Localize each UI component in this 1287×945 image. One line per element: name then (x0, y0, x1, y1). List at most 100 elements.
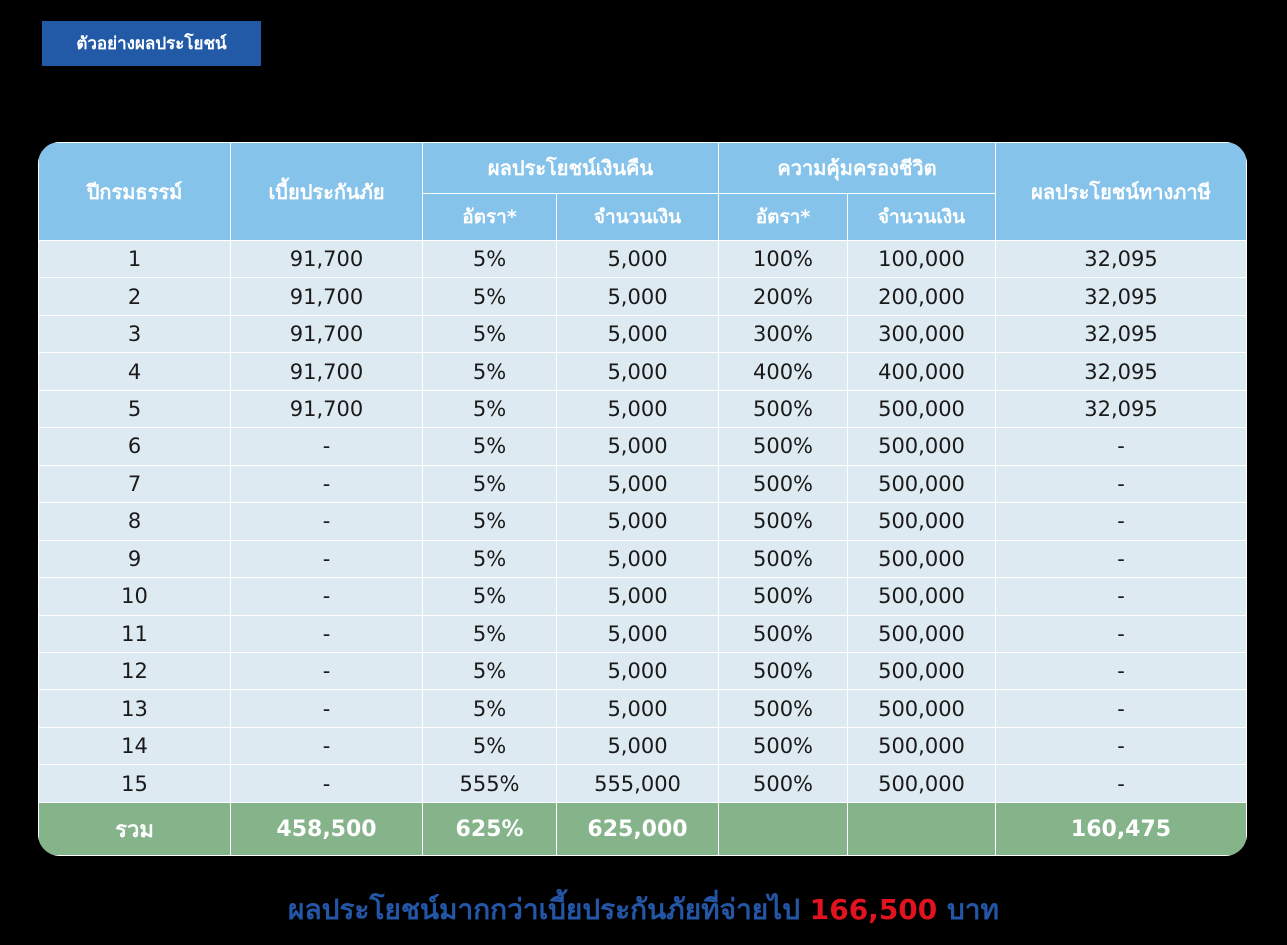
total-row: รวม 458,500 625% 625,000 160,475 (38, 802, 1247, 856)
header-policy-year: ปีกรมธรรม์ (38, 142, 231, 241)
cell-cash-back-rate: 5% (422, 389, 557, 429)
cell-policy-year: 9 (38, 539, 231, 579)
cell-tax-benefit: 32,095 (995, 314, 1247, 354)
cell-life-cover-rate: 300% (718, 314, 848, 354)
cell-premium: - (230, 502, 423, 541)
cell-tax-benefit: - (995, 651, 1247, 691)
cell-premium: 91,700 (230, 314, 423, 354)
total-cash-back-rate: 625% (422, 802, 557, 856)
cell-policy-year: 8 (38, 502, 231, 541)
cell-life-cover-amount: 400,000 (847, 352, 996, 391)
cell-premium: - (230, 764, 423, 803)
header-cash-back-rate: อัตรา* (422, 193, 557, 241)
cell-premium: - (230, 689, 423, 728)
header-premium: เบี้ยประกันภัย (230, 142, 423, 241)
summary-note: ผลประโยชน์มากกว่าเบี้ยประกันภัยที่จ่ายไป… (0, 888, 1287, 932)
header-cash-back-amount: จำนวนเงิน (556, 193, 719, 241)
cell-cash-back-rate: 5% (422, 651, 557, 691)
cell-policy-year: 10 (38, 577, 231, 616)
table-row: 8-5% 5,000 500% 500,000- (38, 502, 1247, 541)
table-body: 1 91,700 5% 5,000 100% 100,000 32,095 2 91,700 5%… (38, 239, 1247, 803)
cell-life-cover-amount: 500,000 (847, 614, 996, 653)
header-life-cover-amount: จำนวนเงิน (847, 193, 996, 241)
cell-premium: - (230, 577, 423, 616)
cell-premium: - (230, 539, 423, 579)
cell-cash-back-amount: 555,000 (556, 764, 719, 803)
cell-premium: 91,700 (230, 389, 423, 429)
table-row: 4 91,700 5% 5,000 400% 400,000 32,095 (38, 352, 1247, 391)
header-cash-back: ผลประโยชน์เงินคืน (422, 142, 719, 194)
cell-policy-year: 3 (38, 314, 231, 354)
cell-life-cover-amount: 100,000 (847, 239, 996, 279)
table-row: 3 91,700 5% 5,000 300% 300,000 32,095 (38, 314, 1247, 354)
cell-premium: - (230, 614, 423, 653)
cell-policy-year: 5 (38, 389, 231, 429)
cell-life-cover-amount: 500,000 (847, 651, 996, 691)
cell-cash-back-amount: 5,000 (556, 389, 719, 429)
cell-policy-year: 13 (38, 689, 231, 728)
cell-life-cover-rate: 500% (718, 614, 848, 653)
cell-policy-year: 6 (38, 427, 231, 466)
header-life-cover-rate: อัตรา* (718, 193, 848, 241)
table-row: 7-5% 5,000 500% 500,000- (38, 464, 1247, 504)
cell-policy-year: 12 (38, 651, 231, 691)
cell-cash-back-amount: 5,000 (556, 651, 719, 691)
benefit-table: ปีกรมธรรม์ เบี้ยประกันภัย ผลประโยชน์เงิน… (38, 142, 1247, 856)
cell-tax-benefit: - (995, 502, 1247, 541)
table-row: 5 91,700 5% 5,000 500% 500,000 32,095 (38, 389, 1247, 429)
cell-cash-back-amount: 5,000 (556, 689, 719, 728)
cell-cash-back-amount: 5,000 (556, 577, 719, 616)
cell-premium: 91,700 (230, 239, 423, 279)
cell-policy-year: 4 (38, 352, 231, 391)
cell-life-cover-rate: 500% (718, 464, 848, 504)
summary-amount: 166,500 (809, 893, 938, 926)
cell-life-cover-amount: 500,000 (847, 539, 996, 579)
cell-life-cover-amount: 500,000 (847, 577, 996, 616)
cell-life-cover-rate: 500% (718, 427, 848, 466)
cell-life-cover-rate: 500% (718, 689, 848, 728)
cell-cash-back-rate: 5% (422, 464, 557, 504)
cell-life-cover-rate: 500% (718, 389, 848, 429)
cell-cash-back-rate: 5% (422, 577, 557, 616)
cell-life-cover-amount: 500,000 (847, 726, 996, 766)
cell-cash-back-rate: 5% (422, 277, 557, 316)
cell-life-cover-rate: 500% (718, 502, 848, 541)
cell-cash-back-rate: 5% (422, 726, 557, 766)
total-premium: 458,500 (230, 802, 423, 856)
cell-cash-back-amount: 5,000 (556, 239, 719, 279)
cell-cash-back-rate: 5% (422, 614, 557, 653)
table-row: 15-555% 555,000 500% 500,000- (38, 764, 1247, 803)
summary-text: ผลประโยชน์มากกว่าเบี้ยประกันภัยที่จ่ายไป (288, 893, 800, 926)
header-tax-benefit: ผลประโยชน์ทางภาษี (995, 142, 1247, 241)
cell-premium: 91,700 (230, 277, 423, 316)
cell-policy-year: 2 (38, 277, 231, 316)
cell-cash-back-amount: 5,000 (556, 314, 719, 354)
cell-tax-benefit: - (995, 764, 1247, 803)
cell-cash-back-amount: 5,000 (556, 502, 719, 541)
cell-tax-benefit: - (995, 539, 1247, 579)
cell-policy-year: 14 (38, 726, 231, 766)
cell-policy-year: 1 (38, 239, 231, 279)
cell-cash-back-rate: 5% (422, 427, 557, 466)
cell-cash-back-rate: 5% (422, 502, 557, 541)
total-life-cover-amount (847, 802, 996, 856)
cell-life-cover-amount: 500,000 (847, 427, 996, 466)
cell-cash-back-rate: 5% (422, 689, 557, 728)
table-row: 2 91,700 5% 5,000 200% 200,000 32,095 (38, 277, 1247, 316)
cell-policy-year: 11 (38, 614, 231, 653)
section-tag: ตัวอย่างผลประโยชน์ (42, 21, 261, 66)
cell-cash-back-amount: 5,000 (556, 277, 719, 316)
cell-cash-back-amount: 5,000 (556, 352, 719, 391)
total-cash-back-amount: 625,000 (556, 802, 719, 856)
cell-tax-benefit: 32,095 (995, 277, 1247, 316)
cell-premium: 91,700 (230, 352, 423, 391)
cell-life-cover-amount: 200,000 (847, 277, 996, 316)
table-row: 10-5% 5,000 500% 500,000- (38, 577, 1247, 616)
table-row: 11-5% 5,000 500% 500,000- (38, 614, 1247, 653)
cell-tax-benefit: - (995, 726, 1247, 766)
cell-cash-back-rate: 5% (422, 352, 557, 391)
header-life-cover: ความคุ้มครองชีวิต (718, 142, 996, 194)
total-tax-benefit: 160,475 (995, 802, 1247, 856)
cell-cash-back-amount: 5,000 (556, 427, 719, 466)
cell-cash-back-rate: 5% (422, 239, 557, 279)
